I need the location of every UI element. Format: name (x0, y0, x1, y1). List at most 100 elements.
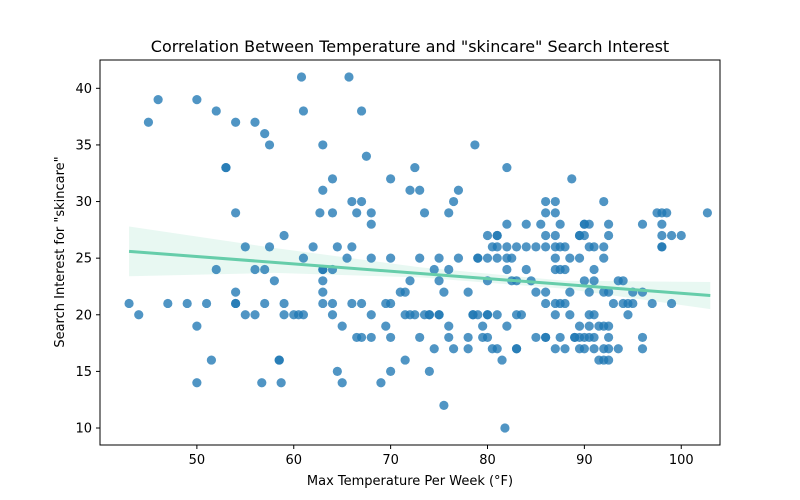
data-point (400, 355, 410, 365)
data-point (603, 321, 614, 331)
data-point (531, 332, 541, 343)
data-point (444, 208, 454, 218)
data-point (279, 230, 289, 241)
data-point (560, 344, 570, 354)
data-point (603, 332, 614, 343)
data-point (279, 310, 289, 320)
data-point (405, 276, 415, 286)
data-point (240, 310, 250, 320)
x-axis-label: Max Temperature Per Week (°F) (307, 474, 513, 489)
data-point (344, 72, 354, 82)
data-point (308, 242, 318, 252)
data-point (366, 208, 376, 218)
data-point (507, 253, 517, 263)
data-point (192, 378, 202, 388)
data-point (565, 287, 575, 297)
data-point (500, 423, 510, 433)
data-point (502, 162, 512, 173)
data-point (298, 253, 309, 263)
data-point (502, 321, 512, 331)
data-point (599, 196, 609, 207)
data-point (541, 242, 551, 252)
data-point (579, 230, 589, 241)
data-point (347, 196, 357, 207)
data-point (502, 264, 512, 275)
data-point (502, 242, 512, 252)
data-point (599, 253, 609, 263)
data-point (444, 264, 454, 275)
data-point (560, 298, 570, 309)
data-point (647, 298, 657, 309)
data-point (415, 253, 425, 263)
data-point (637, 219, 648, 229)
data-point (579, 344, 589, 354)
data-point (410, 162, 420, 173)
data-point (163, 298, 173, 309)
data-point (274, 355, 284, 365)
data-point (342, 253, 352, 263)
data-point (260, 129, 270, 139)
data-point (618, 276, 628, 286)
confidence-band-layer (129, 226, 711, 310)
y-tick-label: 15 (75, 365, 92, 380)
data-point (337, 321, 347, 331)
data-point (555, 332, 565, 343)
data-point (541, 196, 551, 207)
data-point (434, 310, 444, 320)
chart-title: Correlation Between Temperature and "ski… (151, 37, 669, 56)
data-point (550, 344, 560, 354)
data-point (250, 310, 260, 320)
data-point (589, 276, 599, 286)
data-point (366, 253, 376, 263)
data-point (608, 298, 619, 309)
data-point (567, 174, 577, 184)
data-point (565, 253, 575, 263)
data-point (521, 264, 531, 275)
y-tick-label: 20 (75, 308, 92, 323)
data-point (584, 321, 594, 331)
data-point (550, 230, 560, 241)
x-tick-label: 90 (576, 453, 593, 468)
data-point (574, 253, 585, 263)
data-point (356, 298, 367, 309)
data-point (192, 95, 202, 105)
data-point (386, 366, 396, 376)
data-points-layer (124, 72, 713, 433)
data-point (298, 310, 309, 320)
data-point (315, 208, 325, 218)
y-tick-label: 25 (75, 252, 92, 267)
data-point (448, 196, 459, 207)
data-point (347, 242, 357, 252)
data-point (531, 287, 541, 297)
regression-line-layer (128, 249, 711, 298)
data-point (470, 140, 480, 150)
data-point (134, 310, 144, 320)
data-point (386, 253, 396, 263)
data-point (584, 287, 594, 297)
data-point (269, 276, 279, 286)
data-point (511, 344, 522, 354)
data-point (541, 208, 551, 218)
x-tick-label: 80 (479, 453, 496, 468)
data-point (410, 310, 420, 320)
data-point (482, 253, 493, 263)
y-axis-label: Search Interest for "skincare" (53, 156, 68, 347)
data-point (589, 264, 599, 275)
data-point (279, 298, 289, 309)
data-point (352, 208, 362, 218)
data-point (211, 264, 221, 275)
data-point (589, 242, 599, 252)
data-point (356, 332, 367, 343)
data-point (628, 298, 638, 309)
data-point (264, 242, 275, 252)
data-point (584, 219, 594, 229)
data-point (541, 332, 551, 343)
data-point (400, 287, 410, 297)
data-point (182, 298, 192, 309)
data-point (386, 298, 396, 309)
data-point (318, 185, 328, 195)
data-point (453, 185, 464, 195)
data-point (327, 208, 338, 218)
data-point (318, 287, 328, 297)
